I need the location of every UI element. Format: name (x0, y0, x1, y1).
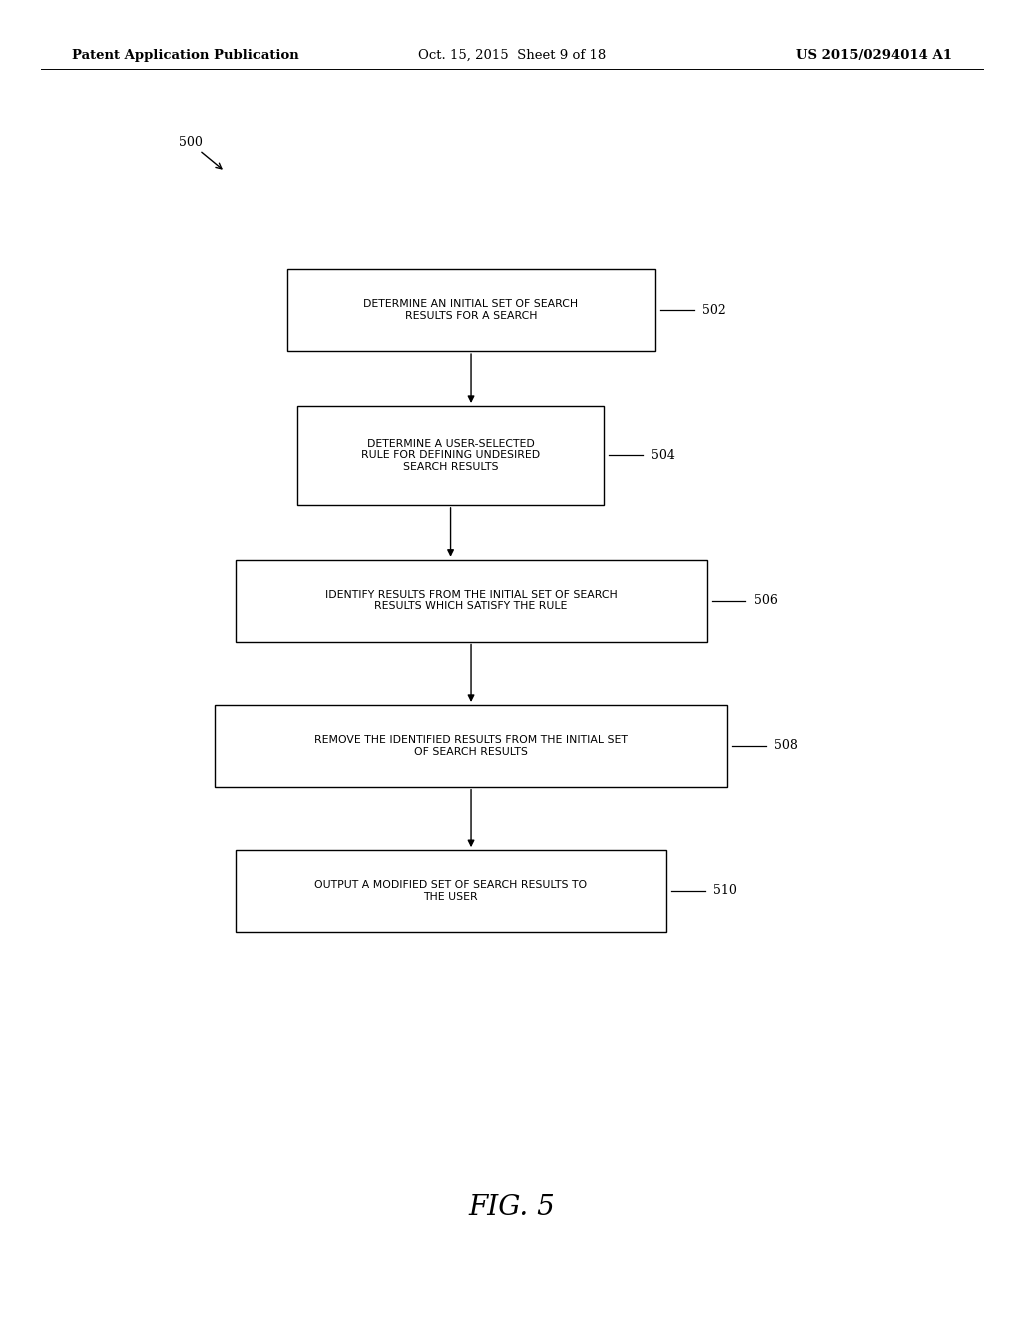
Text: US 2015/0294014 A1: US 2015/0294014 A1 (797, 49, 952, 62)
Bar (297, 407, 604, 504)
Text: REMOVE THE IDENTIFIED RESULTS FROM THE INITIAL SET
OF SEARCH RESULTS: REMOVE THE IDENTIFIED RESULTS FROM THE I… (314, 735, 628, 756)
Text: DETERMINE AN INITIAL SET OF SEARCH
RESULTS FOR A SEARCH: DETERMINE AN INITIAL SET OF SEARCH RESUL… (364, 300, 579, 321)
Bar (236, 560, 707, 642)
Text: 510: 510 (713, 884, 736, 898)
Bar (236, 850, 666, 932)
Text: 500: 500 (179, 136, 203, 149)
Text: IDENTIFY RESULTS FROM THE INITIAL SET OF SEARCH
RESULTS WHICH SATISFY THE RULE: IDENTIFY RESULTS FROM THE INITIAL SET OF… (325, 590, 617, 611)
Text: FIG. 5: FIG. 5 (469, 1195, 555, 1221)
Text: Patent Application Publication: Patent Application Publication (72, 49, 298, 62)
Text: Oct. 15, 2015  Sheet 9 of 18: Oct. 15, 2015 Sheet 9 of 18 (418, 49, 606, 62)
Text: 504: 504 (651, 449, 675, 462)
Text: 508: 508 (774, 739, 798, 752)
Text: 502: 502 (702, 304, 726, 317)
Text: OUTPUT A MODIFIED SET OF SEARCH RESULTS TO
THE USER: OUTPUT A MODIFIED SET OF SEARCH RESULTS … (314, 880, 587, 902)
Text: 506: 506 (754, 594, 777, 607)
Bar (215, 705, 727, 787)
Text: DETERMINE A USER-SELECTED
RULE FOR DEFINING UNDESIRED
SEARCH RESULTS: DETERMINE A USER-SELECTED RULE FOR DEFIN… (361, 438, 540, 473)
Bar (287, 269, 655, 351)
